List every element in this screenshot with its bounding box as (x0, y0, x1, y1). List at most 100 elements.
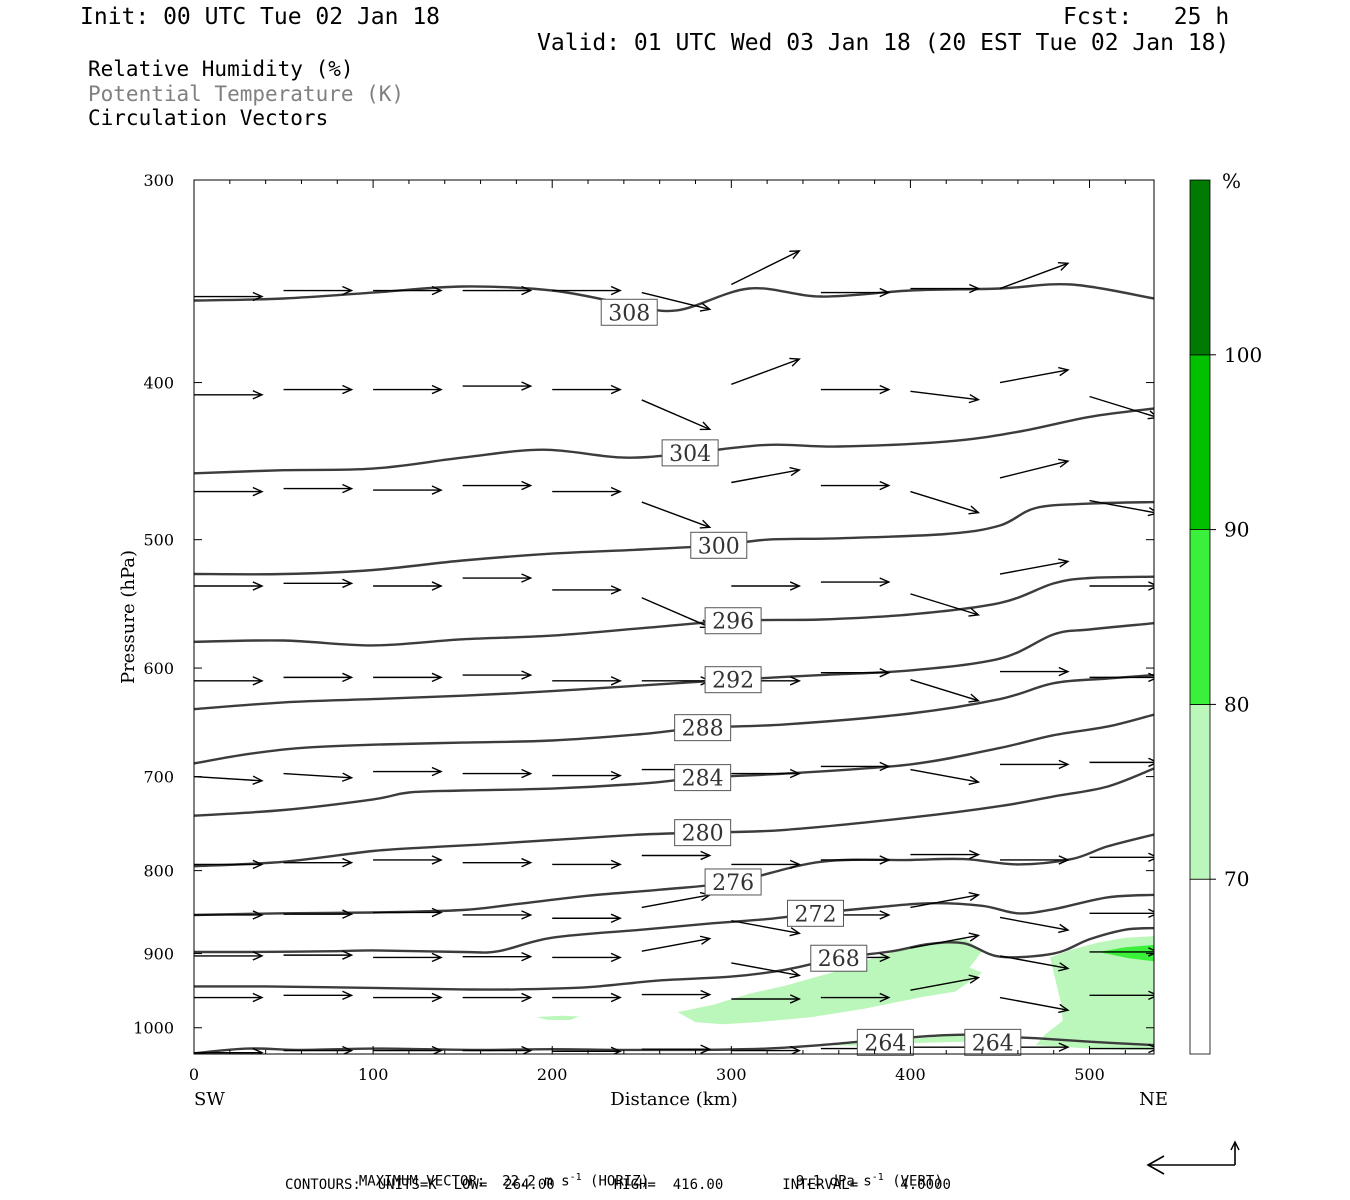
contour-label-text: 264 (864, 1031, 906, 1056)
theta-contours (194, 282, 1154, 1054)
theta-contour-284 (194, 713, 1154, 817)
vector-22 (283, 483, 354, 494)
vector-108 (1089, 990, 1154, 1001)
colorbar-segment-1 (1189, 704, 1211, 880)
vector-79 (462, 910, 533, 920)
vector-92 (641, 935, 712, 952)
vector-82 (731, 920, 802, 937)
vector-5 (641, 291, 712, 312)
vector-65 (194, 859, 264, 870)
contour-label-text: 296 (712, 610, 754, 635)
x-tick-label-400: 400 (895, 1065, 926, 1084)
vector-3 (462, 285, 533, 296)
contour-label-292: 292 (704, 666, 762, 694)
vector-105 (820, 992, 891, 1003)
y-tick-label-800: 800 (143, 862, 174, 881)
vector-54 (194, 775, 264, 785)
y-tick-label-700: 700 (143, 768, 174, 787)
reference-vector-icon (1146, 1140, 1240, 1175)
vector-91 (552, 952, 622, 963)
vector-56 (373, 766, 443, 777)
vector-93 (731, 962, 802, 979)
rh-shading (536, 936, 1154, 1050)
vector-85 (999, 916, 1070, 934)
vector-50 (820, 668, 891, 678)
vector-24 (462, 480, 533, 491)
vector-63 (999, 759, 1070, 770)
vector-13 (462, 381, 533, 391)
vector-107 (999, 996, 1070, 1014)
vector-112 (462, 1045, 533, 1054)
contour-label-304: 304 (661, 439, 719, 467)
contour-label-264: 264 (856, 1028, 914, 1056)
vector-100 (373, 992, 443, 1003)
vector-55 (283, 772, 354, 782)
legend-theta: Potential Temperature (K) (88, 82, 405, 106)
contour-label-text: 292 (712, 669, 754, 694)
vector-9 (999, 261, 1070, 290)
contour-label-280: 280 (674, 819, 732, 847)
vector-72 (820, 855, 891, 865)
colorbar-label-80: 80 (1224, 692, 1249, 716)
colorbar-unit: % (1222, 169, 1241, 193)
vector-95 (910, 932, 981, 949)
vector-87 (194, 951, 264, 961)
vector-43 (194, 676, 264, 686)
vector-98 (194, 992, 264, 1003)
theta-contour-272 (194, 893, 1154, 954)
contour-label-284: 284 (674, 764, 732, 792)
vector-44 (283, 672, 354, 683)
vector-35 (462, 573, 533, 583)
vector-39 (820, 577, 891, 587)
colorbar-label-90: 90 (1224, 518, 1249, 542)
vector-30 (999, 458, 1070, 479)
vector-10 (194, 390, 264, 400)
vector-102 (552, 992, 622, 1003)
theta-contour-268 (194, 926, 1154, 991)
colorbar: 70 80 90 100% (1189, 169, 1262, 1055)
vector-77 (283, 909, 354, 919)
vector-104 (731, 994, 802, 1004)
plot-frame (193, 179, 1155, 1055)
vector-103 (641, 989, 712, 1000)
endpoint-left: SW (194, 1089, 225, 1110)
vector-90 (462, 951, 533, 962)
y-tick-label-1000: 1000 (133, 1019, 174, 1038)
vector-106 (910, 974, 981, 991)
vector-27 (731, 466, 802, 484)
vector-20 (1089, 395, 1154, 420)
vector-73 (910, 849, 981, 860)
y-tick-label-500: 500 (143, 531, 174, 550)
vector-66 (283, 857, 354, 868)
vector-14 (552, 384, 622, 395)
contour-label-text: 300 (698, 534, 740, 559)
vector-111 (373, 1045, 443, 1054)
colorbar-segment-4 (1189, 179, 1211, 356)
contour-label-296: 296 (704, 607, 762, 635)
vector-2 (373, 285, 443, 296)
vector-84 (910, 891, 981, 909)
x-tick-label-500: 500 (1074, 1065, 1105, 1084)
x-tick-label-0: 0 (189, 1065, 199, 1084)
vector-18 (910, 390, 981, 404)
x-tick-label-300: 300 (716, 1065, 747, 1084)
vector-41 (999, 558, 1070, 575)
axes: 300 400 500 600 700 800 900 1000 0 100 200 300 400 50… (133, 171, 1154, 1084)
vector-80 (552, 913, 622, 923)
contour-label-text: 308 (608, 301, 650, 326)
vector-58 (552, 770, 622, 781)
vector-74 (999, 855, 1070, 865)
vector-62 (910, 768, 981, 786)
contour-label-text: 276 (712, 871, 754, 896)
init-time: Init: 00 UTC Tue 02 Jan 18 (80, 4, 441, 30)
contour-label-308: 308 (600, 298, 658, 326)
vector-78 (373, 907, 443, 918)
vector-81 (641, 891, 712, 909)
vector-69 (552, 859, 622, 870)
contour-label-text: 284 (682, 767, 724, 792)
vector-12 (373, 384, 443, 395)
vector-71 (731, 859, 802, 870)
y-axis-label: Pressure (hPa) (118, 550, 139, 684)
vector-70 (641, 850, 712, 861)
